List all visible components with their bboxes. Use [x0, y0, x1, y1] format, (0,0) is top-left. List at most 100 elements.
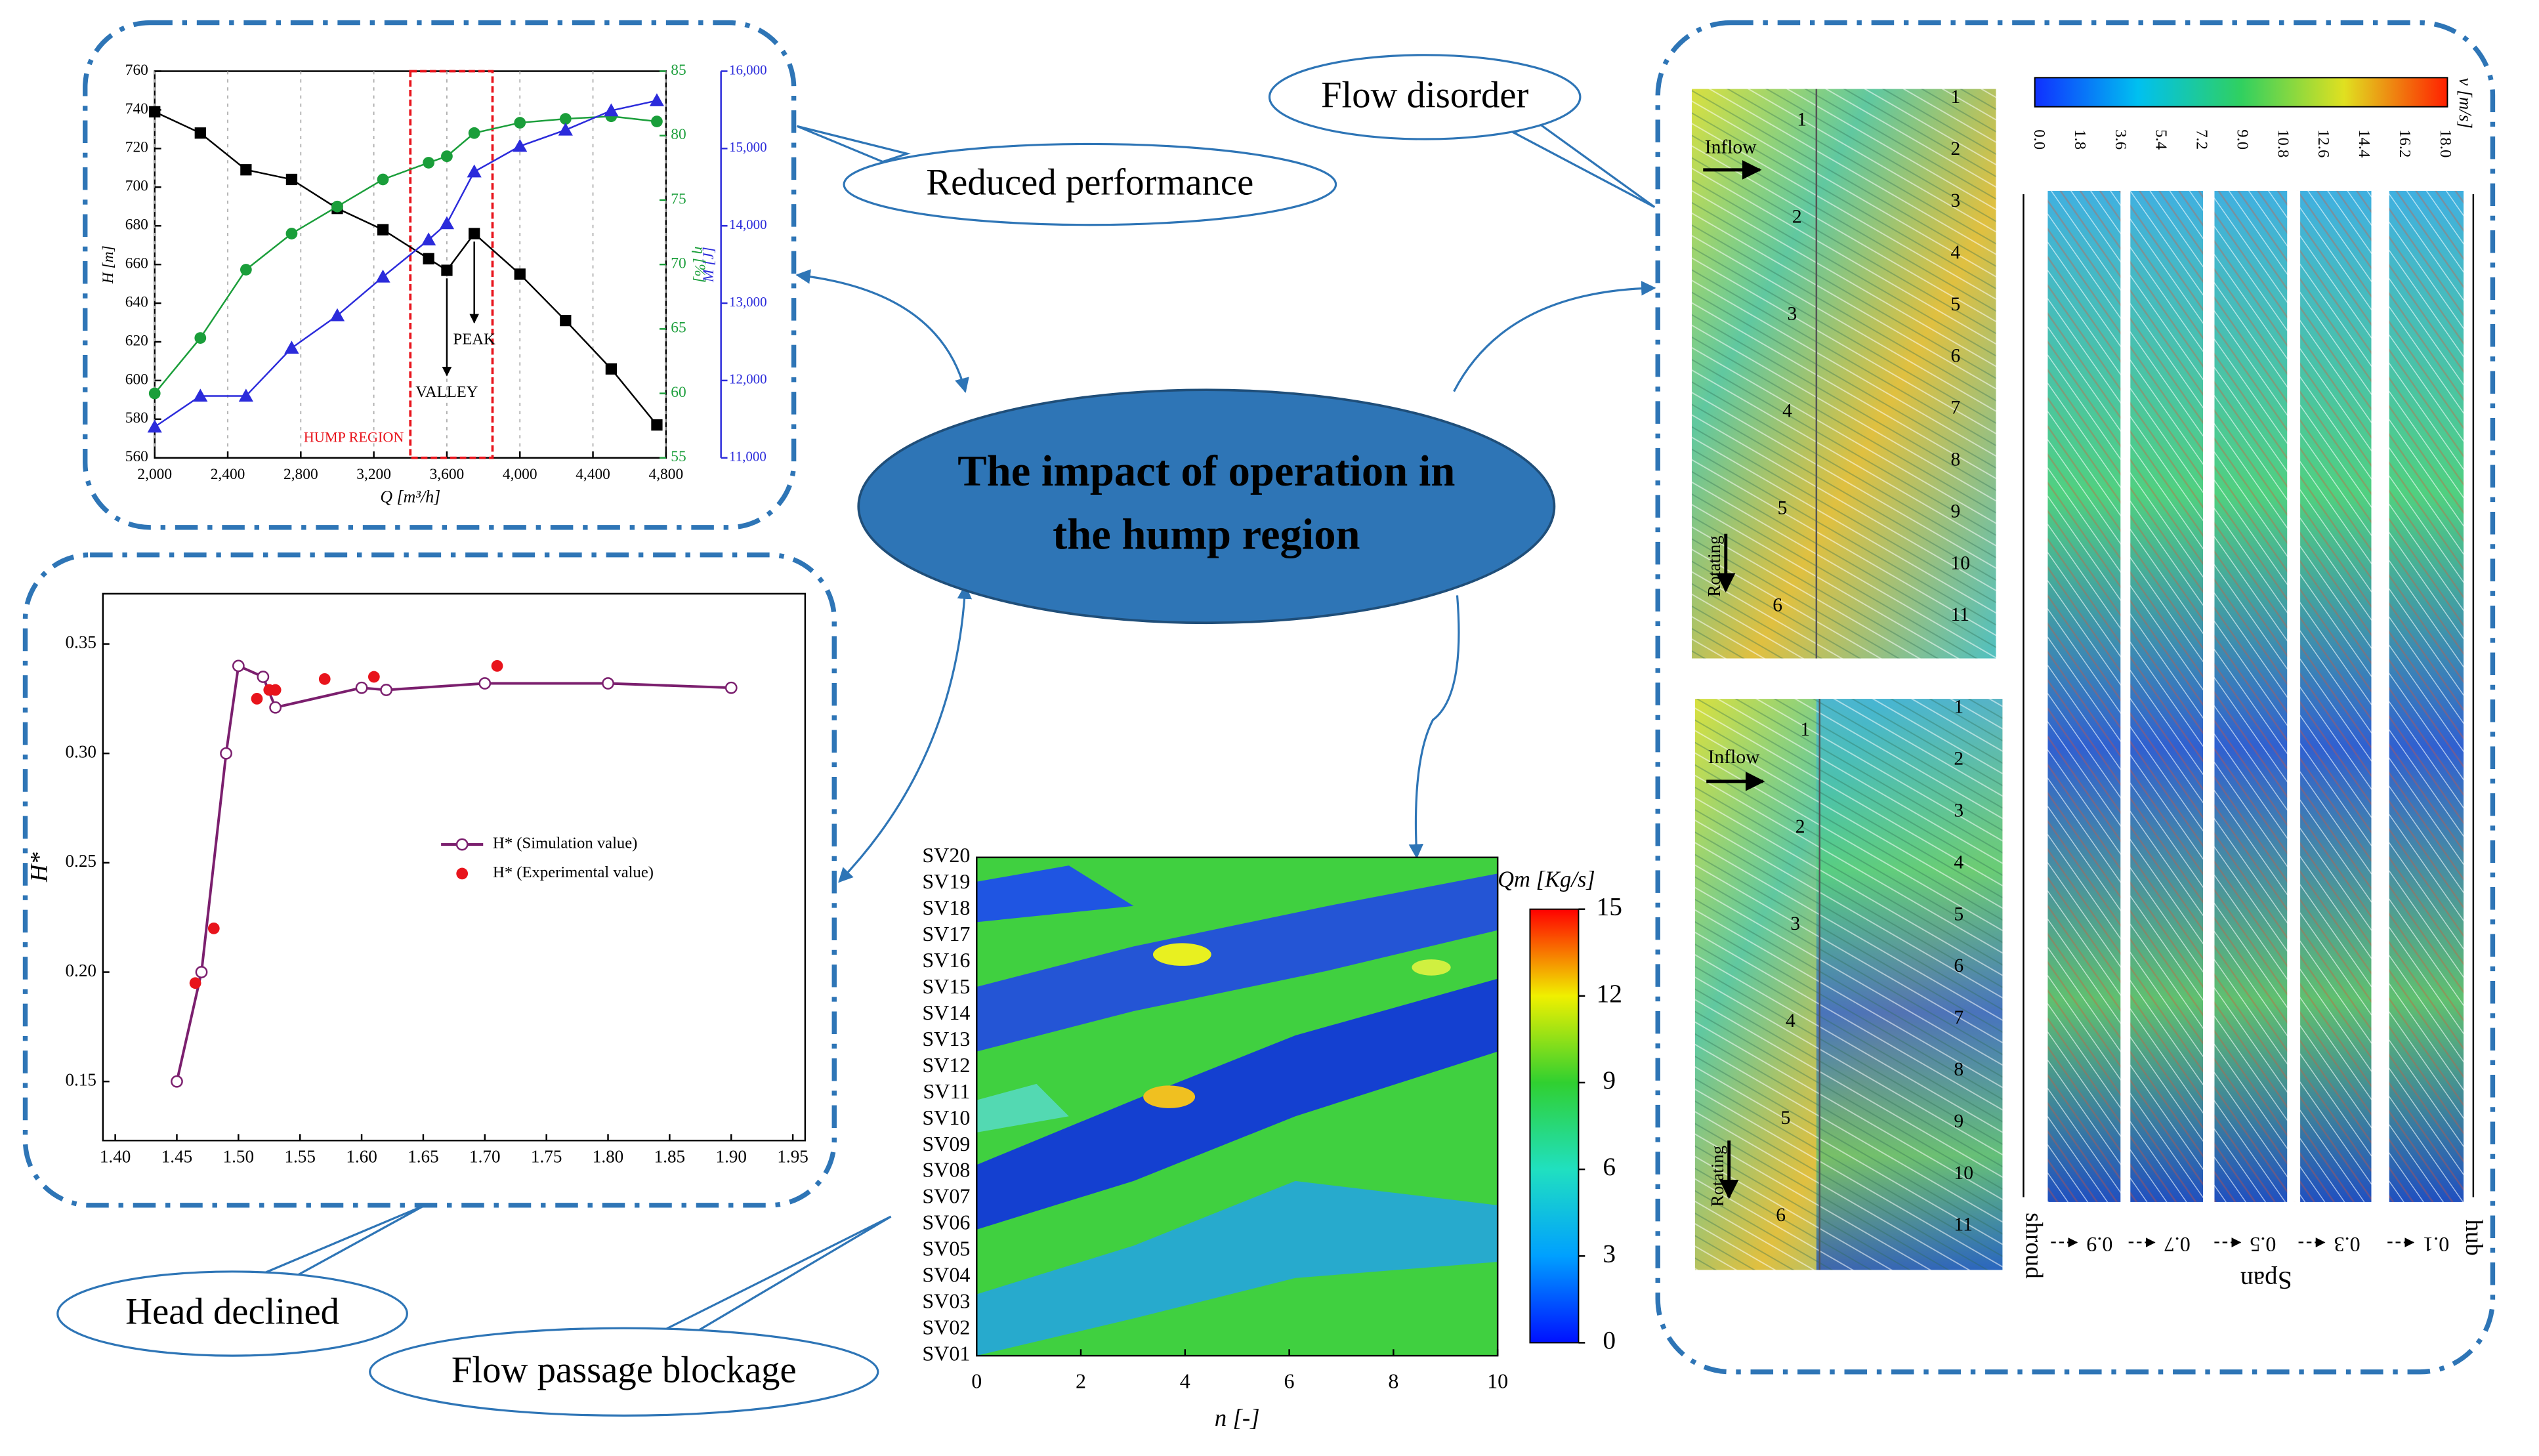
x-tick-label: 2,400: [211, 466, 245, 483]
passage-number: 9: [1950, 501, 1960, 522]
y-tick-label: 0.15: [66, 1070, 96, 1089]
blade-number: 1: [1797, 110, 1807, 131]
marker-open-circle: [269, 701, 282, 714]
marker-open-circle: [355, 681, 368, 694]
marker-open-circle: [455, 838, 469, 851]
marker-circle: [377, 173, 389, 186]
y-tick-label: 700: [125, 178, 148, 195]
callout-tail: [796, 125, 911, 163]
hub-label: hub: [2461, 1219, 2488, 1255]
marker-square: [377, 224, 389, 236]
span-value: 0.1: [2423, 1233, 2449, 1257]
y-tick-label: SV07: [922, 1184, 970, 1208]
colorbar-tick-label: 7.2: [2193, 129, 2211, 150]
series-line: [154, 100, 658, 428]
marker-circle: [318, 673, 331, 685]
y-tick-label: 0.30: [66, 741, 96, 761]
hotspot: [1143, 1085, 1196, 1108]
band: [976, 978, 1498, 1230]
callout: [1268, 54, 1582, 140]
x-tick-label: 1.85: [654, 1147, 685, 1167]
passage-number: 8: [1950, 449, 1960, 470]
x-tick-label: 1.95: [777, 1147, 808, 1167]
heatmap-field: [976, 856, 1499, 1357]
callout-text: Flow disorder: [1321, 74, 1529, 115]
y3-tick-label: 11,000: [729, 449, 766, 465]
shroud-label: shroud: [2021, 1213, 2047, 1279]
marker-square: [560, 314, 572, 327]
blade-number: 1: [1800, 719, 1810, 740]
y-tick-label: 760: [125, 62, 148, 79]
span-value: 0.7: [2164, 1233, 2191, 1257]
blade-number: 5: [1778, 497, 1788, 518]
marker-square: [469, 228, 480, 239]
marker-triangle: [513, 138, 528, 152]
y-tick-label: SV18: [922, 896, 970, 919]
colorbar-tick-label: 16.2: [2396, 129, 2414, 157]
marker-circle: [456, 867, 469, 880]
strip-streaks: [2047, 190, 2464, 1202]
marker-triangle: [375, 269, 390, 283]
marker-open-circle: [220, 747, 232, 760]
marker-circle: [514, 117, 526, 129]
colorbar-tick-label: 9.0: [2233, 129, 2251, 150]
y-tick-label: 640: [125, 293, 148, 310]
x-tick-label: 1.80: [593, 1147, 623, 1167]
marker-open-circle: [232, 659, 245, 673]
passage-number: 10: [1950, 552, 1970, 573]
connectors: [795, 269, 1656, 883]
y-tick-label: 620: [125, 332, 148, 349]
y-tick-label: SV05: [922, 1237, 970, 1260]
y-tick-label: SV15: [922, 974, 970, 998]
marker-circle: [441, 150, 453, 162]
flow-streaks: [1694, 699, 2003, 1270]
y3-tick-label: 16,000: [729, 62, 767, 77]
y-tick-label: 560: [125, 448, 148, 465]
x-tick-label: 0: [971, 1369, 982, 1392]
x-tick-label: 1.65: [408, 1147, 438, 1167]
y-tick-label: 0.25: [66, 851, 96, 871]
marker-circle: [207, 922, 220, 934]
x-tick-label: 4,800: [649, 466, 684, 483]
marker-open-circle: [257, 671, 270, 683]
marker-triangle: [329, 308, 345, 322]
marker-circle: [367, 671, 380, 683]
passage-number: 6: [1950, 346, 1960, 367]
gap: [2371, 190, 2389, 1202]
x-tick-label: 1.40: [100, 1147, 131, 1167]
passage-number: 7: [1950, 398, 1960, 419]
x-tick-label: 3,600: [430, 466, 465, 483]
marker-triangle: [604, 103, 619, 117]
passage-number: 9: [1954, 1111, 1963, 1132]
span-value: 0.5: [2250, 1233, 2276, 1257]
x-tick-label: 3,200: [356, 466, 391, 483]
marker-square: [194, 127, 206, 139]
marker-square: [651, 419, 663, 431]
y-tick-label: SV09: [922, 1132, 970, 1155]
callout: [56, 1270, 408, 1357]
marker-circle: [148, 387, 161, 400]
marker-open-circle: [195, 966, 208, 978]
annotation: VALLEY: [415, 383, 478, 401]
gap: [2203, 190, 2215, 1202]
callout-tail: [259, 1204, 426, 1279]
x-tick-label: 8: [1388, 1369, 1398, 1392]
flow-colorbar: [2034, 77, 2448, 108]
inflow-label: Inflow: [1708, 747, 1760, 768]
passage-number: 5: [1954, 904, 1963, 925]
arrow: [1408, 595, 1460, 859]
hotspot: [1152, 943, 1211, 966]
heatmap-frame: [976, 856, 1499, 1357]
colorbar-tick-label: 14.4: [2355, 129, 2373, 157]
x-tick-label: 1.70: [469, 1147, 500, 1167]
y-tick-label: SV14: [922, 1001, 970, 1024]
y2-tick-label: 75: [671, 190, 686, 207]
y3-axis-label: M [J]: [700, 247, 717, 283]
blade-number: 3: [1787, 304, 1797, 325]
blade-number: 4: [1786, 1010, 1795, 1031]
colorbar: [1529, 908, 1580, 1344]
center-ellipse: [857, 388, 1556, 625]
arrow: [1453, 281, 1656, 392]
